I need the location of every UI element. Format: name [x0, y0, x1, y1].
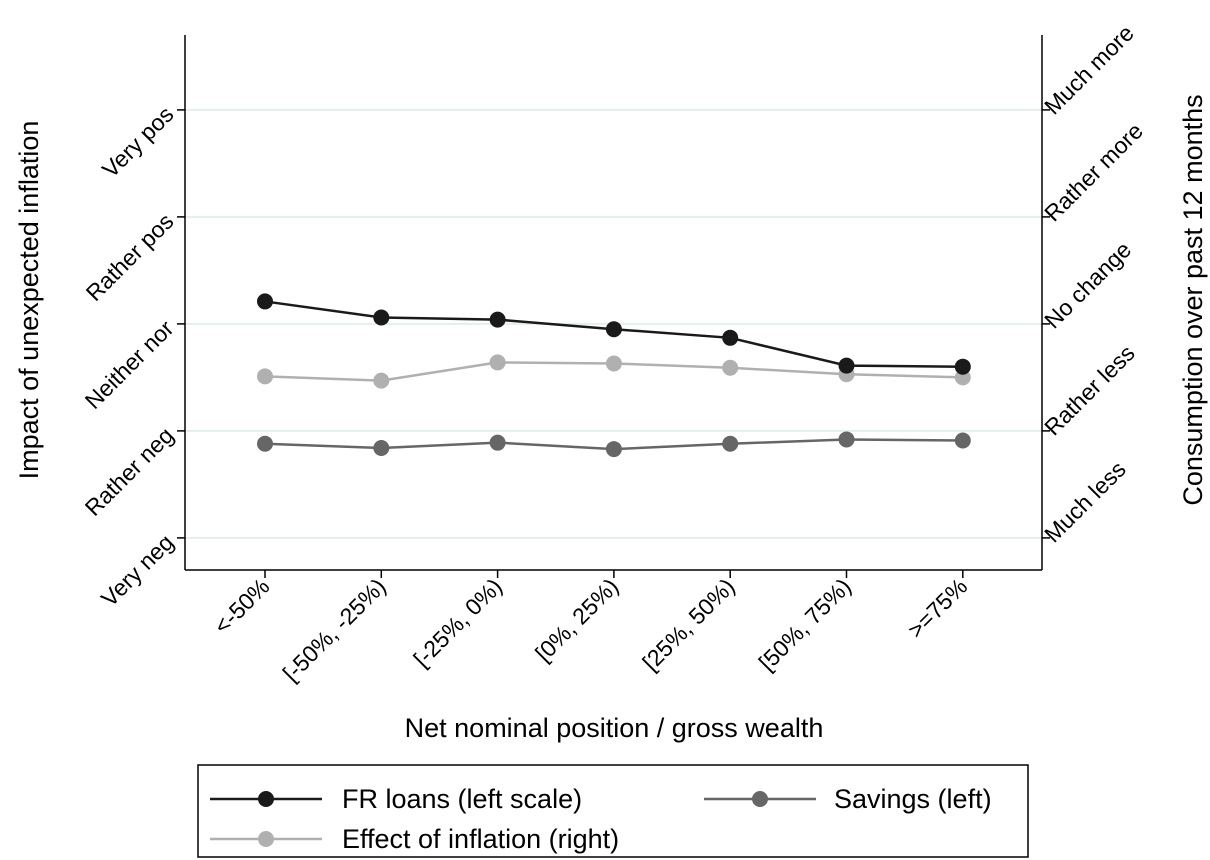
right-tick-label: No change [1039, 236, 1136, 333]
legend-box [197, 764, 1029, 858]
left-tick-label: Rather pos [81, 208, 179, 306]
x-tick-label: [-50%, -25%) [278, 573, 391, 686]
series-2 [257, 431, 971, 458]
legend-label: FR loans (left scale) [342, 784, 582, 814]
data-point [954, 358, 971, 375]
x-tick-label: [25%, 50%) [637, 573, 739, 675]
left-tick-label: Rather neg [80, 422, 179, 521]
left-tick-label: Neither nor [80, 315, 179, 414]
data-point [257, 368, 273, 385]
data-point [838, 357, 855, 374]
right-axis-title: Consumption over past 12 months [1178, 94, 1208, 505]
data-point [489, 311, 506, 328]
x-tick-label: [50%, 75%) [754, 573, 856, 675]
data-point [373, 309, 390, 326]
x-tick-label: >=75% [902, 573, 972, 643]
x-tick-label: [-25%, 0%) [408, 573, 507, 672]
right-tick-label: Much less [1039, 456, 1131, 548]
data-point [605, 321, 622, 338]
series-1 [257, 293, 971, 375]
right-tick-label: Rather more [1039, 118, 1148, 227]
left-tick-label: Very neg [96, 529, 179, 612]
data-point [373, 372, 390, 389]
left-tick-label: Very pos [97, 101, 179, 183]
data-point [489, 434, 506, 451]
data-point [954, 432, 971, 449]
legend: FR loans (left scale) Savings (left) Effec… [197, 764, 1029, 858]
x-tick-label: <-50% [209, 573, 275, 639]
data-point [605, 441, 622, 458]
data-point [373, 440, 390, 457]
legend-label: Savings (left) [834, 784, 992, 814]
data-point [257, 293, 273, 310]
x-axis-ticks: <-50% [-50%, -25%) [-25%, 0%) [0%, 25%) [25%… [209, 570, 972, 686]
legend-swatch-marker [752, 791, 768, 807]
x-axis-title: Net nominal position / gross wealth [405, 713, 824, 743]
legend-label: Effect of inflation (right) [342, 824, 619, 854]
data-point [722, 359, 739, 376]
data-point [257, 435, 273, 452]
legend-swatch-marker [258, 831, 274, 847]
data-point [838, 431, 855, 448]
legend-swatch-marker [258, 791, 274, 807]
x-tick-label: [0%, 25%) [530, 573, 623, 666]
series-layer [257, 293, 971, 458]
data-point [722, 435, 739, 452]
data-point [605, 355, 622, 372]
data-point [489, 354, 506, 371]
series-3 [257, 354, 971, 389]
left-axis-title: Impact of unexpected inflation [14, 121, 44, 480]
data-point [722, 329, 739, 346]
right-tick-label: Rather less [1039, 340, 1140, 441]
right-tick-label: Much more [1039, 20, 1139, 120]
